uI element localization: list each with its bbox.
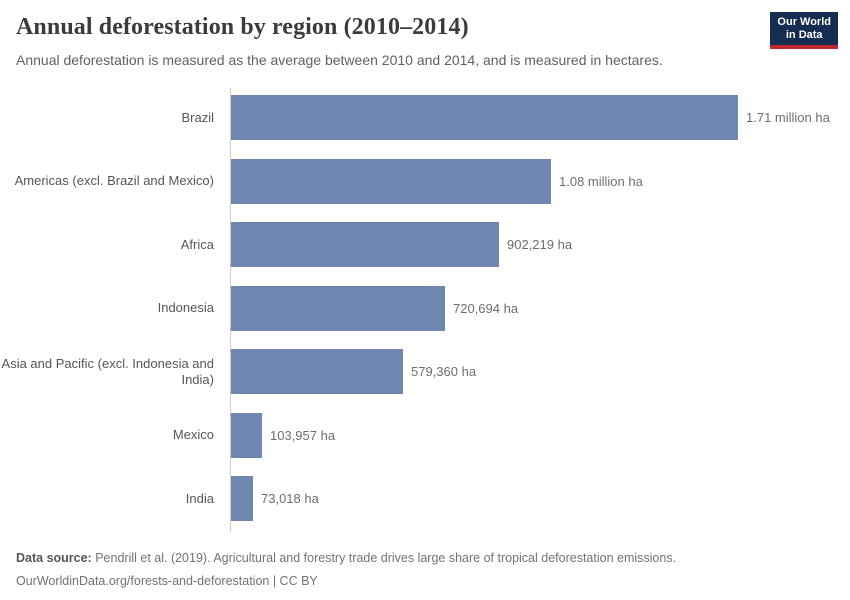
bar-value: 720,694 ha — [453, 300, 519, 316]
data-source-label: Data source: — [16, 551, 92, 565]
bar-value: 103,957 ha — [270, 427, 336, 443]
bar-zone: 103,957 ha — [231, 412, 336, 458]
bar-row: Brazil 1.71 million ha — [0, 86, 850, 150]
chart-subtitle: Annual deforestation is measured as the … — [16, 52, 663, 68]
page-title: Annual deforestation by region (2010–201… — [16, 14, 469, 40]
owid-logo: Our World in Data — [770, 12, 838, 50]
bar-row: Mexico 103,957 ha — [0, 404, 850, 468]
bar-row: India 73,018 ha — [0, 467, 850, 531]
bar[interactable] — [231, 476, 253, 522]
bar-value: 902,219 ha — [507, 237, 573, 253]
bar-row: Africa 902,219 ha — [0, 213, 850, 277]
bar-zone: 1.08 million ha — [231, 158, 643, 204]
bar-value: 1.71 million ha — [746, 110, 830, 126]
bar-zone: 1.71 million ha — [231, 95, 830, 141]
chart-rows: Brazil 1.71 million ha Americas (excl. B… — [0, 86, 850, 531]
bar[interactable] — [231, 95, 738, 141]
bar-zone: 720,694 ha — [231, 285, 519, 331]
bar[interactable] — [231, 222, 499, 268]
bar-row: Indonesia 720,694 ha — [0, 277, 850, 341]
bar-label: Americas (excl. Brazil and Mexico) — [14, 173, 214, 189]
owid-logo-line1: Our World — [777, 16, 831, 28]
bar-value: 579,360 ha — [411, 364, 477, 380]
bar-value: 73,018 ha — [261, 491, 319, 507]
bar-label: Mexico — [172, 427, 214, 443]
owid-logo-line2: in Data — [785, 29, 823, 42]
bar[interactable] — [231, 412, 262, 458]
data-source-text: Pendrill et al. (2019). Agricultural and… — [91, 551, 677, 565]
chart-footer: Data source: Pendrill et al. (2019). Agr… — [16, 547, 834, 592]
bar-label: Brazil — [181, 109, 214, 125]
bar-label: Asia and Pacific (excl. Indonesia and In… — [1, 355, 214, 387]
license-line: OurWorldinData.org/forests-and-deforesta… — [16, 573, 318, 588]
bar[interactable] — [231, 158, 551, 204]
bar-row: Asia and Pacific (excl. Indonesia and In… — [0, 340, 850, 404]
bar-label: Indonesia — [157, 300, 214, 316]
bar-zone: 579,360 ha — [231, 349, 477, 395]
bar[interactable] — [231, 285, 445, 331]
bar-row: Americas (excl. Brazil and Mexico) 1.08 … — [0, 150, 850, 214]
chart-area: Brazil 1.71 million ha Americas (excl. B… — [0, 86, 850, 532]
bar-zone: 73,018 ha — [231, 476, 319, 522]
y-axis-line — [230, 88, 231, 532]
bar-zone: 902,219 ha — [231, 222, 573, 268]
bar-value: 1.08 million ha — [559, 173, 643, 189]
bar-label: Africa — [180, 236, 214, 252]
data-source-line: Data source: Pendrill et al. (2019). Agr… — [16, 547, 834, 570]
bar[interactable] — [231, 349, 403, 395]
bar-label: India — [185, 490, 214, 506]
